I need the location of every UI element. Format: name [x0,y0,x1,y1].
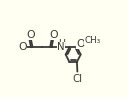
Text: O: O [18,42,27,52]
Text: N: N [57,42,65,52]
Text: O: O [26,30,35,40]
Text: O: O [49,30,58,40]
Text: O: O [76,39,85,49]
Text: Cl: Cl [72,74,82,84]
Text: H: H [58,39,65,48]
Text: CH₃: CH₃ [84,36,101,45]
